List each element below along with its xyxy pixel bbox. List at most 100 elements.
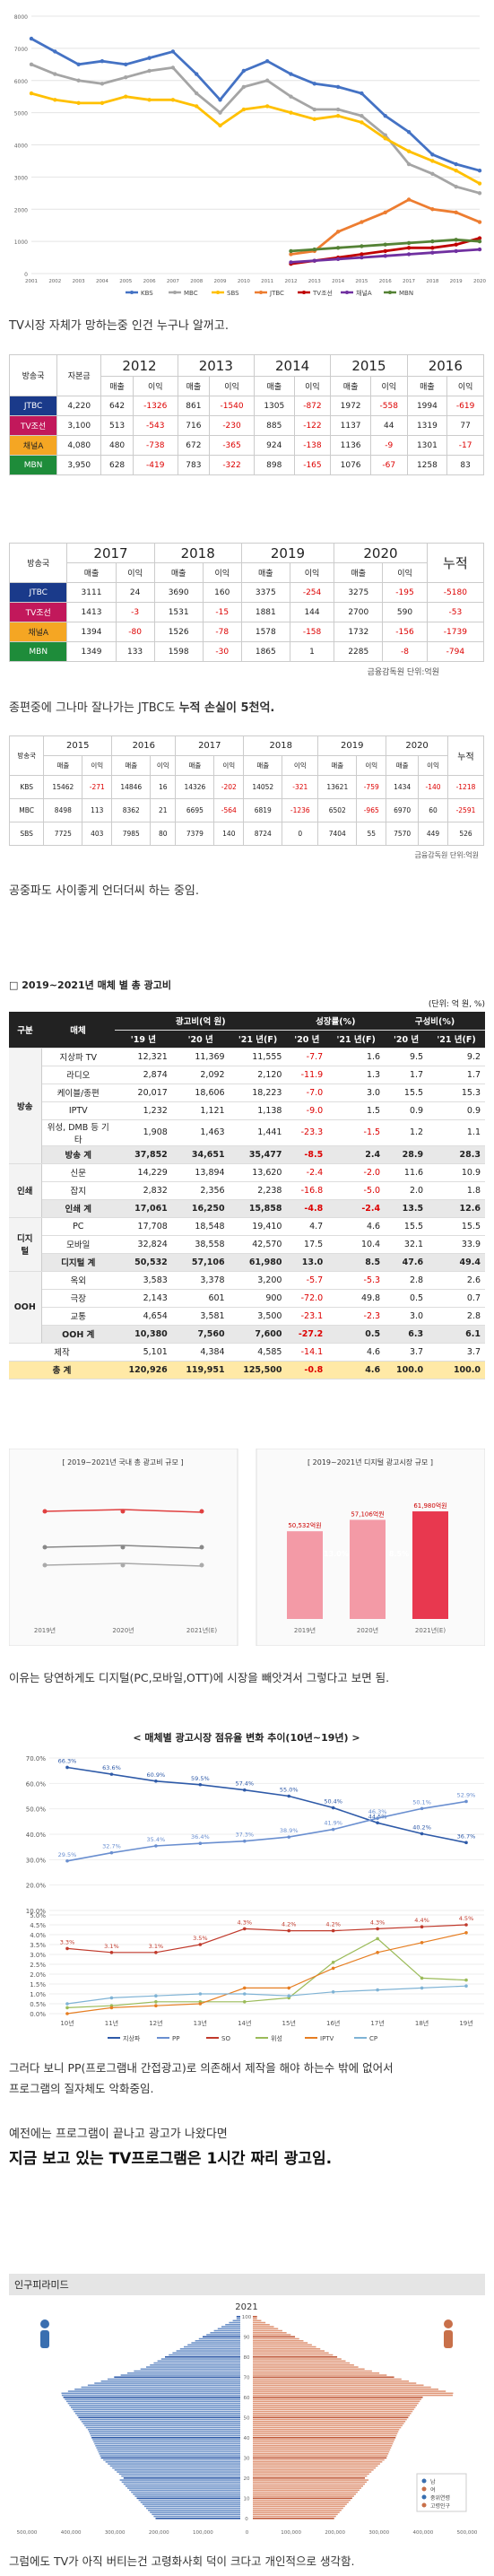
y-tick-label: 6000: [14, 79, 28, 85]
year-header: 2014: [253, 354, 332, 377]
female-bar: [253, 2495, 354, 2497]
male-bar: [74, 2410, 240, 2413]
table-cell: 900: [229, 1289, 287, 1308]
male-bar: [131, 2491, 240, 2493]
year-header: 누적: [426, 543, 485, 583]
data-point: [287, 1835, 291, 1839]
table-row: 교통 4,654 3,581 3,500 -23.1 -2.3 3.0 2.8: [9, 1307, 485, 1326]
group-label: OOH: [9, 1271, 42, 1344]
data-point: [331, 1827, 335, 1832]
female-bar: [253, 2398, 421, 2400]
female-bar: [253, 2431, 399, 2432]
legend-marker: [388, 291, 392, 294]
data-point: [242, 1788, 247, 1792]
data-point: [147, 56, 152, 60]
data-point: [430, 239, 435, 244]
female-bar: [253, 2441, 394, 2443]
table2-source: 금융감독원 단위:억원: [367, 668, 439, 677]
male-icon-body: [40, 2330, 49, 2348]
table-row: 방송 계 37,852 34,651 35,477 -8.5 2.4 28.9 28.3: [9, 1145, 485, 1164]
data-point: [312, 258, 316, 263]
series-line-4: [66, 1932, 467, 2015]
series-line-0: [66, 1766, 467, 1844]
table-cell: 4.6: [327, 1217, 386, 1236]
age-label: 40: [244, 2436, 250, 2441]
legend-marker: [259, 291, 263, 294]
sub-header: 이익: [382, 562, 428, 583]
male-bar: [146, 2366, 240, 2368]
x-tick-label: 300,000: [368, 2530, 389, 2536]
female-bar: [253, 2453, 389, 2455]
legend-label: 고령인구: [430, 2502, 451, 2510]
table-cell: -2591: [446, 798, 485, 822]
sub-header: 이익: [293, 376, 332, 396]
female-bar: [253, 2358, 342, 2360]
y-tick-label: 2000: [14, 207, 28, 213]
sub-header: 매출: [317, 755, 358, 776]
data-label: 37.3%: [235, 1832, 254, 1839]
table-cell: 3,950: [56, 455, 102, 475]
data-point: [383, 242, 387, 247]
table-cell: 0.9: [428, 1101, 485, 1120]
table-cell: 1,232: [115, 1101, 172, 1120]
female-bar: [253, 2329, 282, 2332]
data-label: 66.3%: [58, 1757, 77, 1764]
data-point: [154, 2000, 158, 2004]
sub-header: 매출: [111, 755, 152, 776]
female-bar: [253, 2337, 299, 2340]
male-bar: [138, 2499, 240, 2502]
female-bar: [253, 2434, 397, 2437]
year-header: 2015: [43, 735, 113, 756]
x-tick-label: 2003: [73, 279, 85, 284]
ad-table-unit: (단위: 억 원, %): [428, 1000, 485, 1009]
sub-header: 매출: [330, 376, 371, 396]
table-row: JTBC 4,220 642 -1326 861 -1540 1305 -872 1972 -55…: [8, 396, 484, 416]
data-point: [360, 255, 364, 260]
row-label: 제작: [9, 1343, 115, 1362]
female-bar: [253, 2463, 380, 2465]
table-cell: 17.5: [286, 1235, 328, 1254]
data-point: [264, 59, 270, 64]
data-point: [124, 94, 128, 99]
table-cell: 16,250: [171, 1199, 230, 1218]
y-tick-label: 8000: [14, 14, 28, 21]
table-cell: 513: [100, 415, 134, 436]
table-row: OOH 계 10,380 7,560 7,600 -27.2 0.5 6.3 6.1: [9, 1325, 485, 1344]
data-label: 3.5%: [193, 1935, 208, 1942]
female-bar: [253, 2360, 346, 2363]
table-cell: 15,858: [229, 1199, 287, 1218]
data-label: 32.7%: [102, 1843, 121, 1850]
table-row: 인쇄 계 17,061 16,250 15,858 -4.8 -2.4 13.5 12.6: [9, 1199, 485, 1218]
table-cell: -14.1: [286, 1343, 328, 1362]
table-cell: -321: [282, 775, 319, 799]
table-cell: -1540: [209, 396, 255, 416]
data-point: [454, 242, 458, 247]
table-cell: 6695: [175, 798, 215, 822]
header-cell: 구성비(%): [385, 1012, 485, 1031]
male-bar: [236, 2318, 240, 2319]
table-cell: 42,570: [229, 1235, 287, 1254]
female-bar: [253, 2397, 423, 2398]
x-tick-label: 2006: [143, 279, 156, 284]
y-tick-label: 0.5%: [30, 2001, 46, 2008]
male-bar: [96, 2447, 240, 2449]
data-point: [406, 252, 412, 257]
data-point: [195, 91, 199, 96]
table-cell: 20,017: [115, 1083, 172, 1102]
data-label: 57.4%: [235, 1780, 254, 1788]
digital-bar-label: 57,106억원: [351, 1510, 384, 1518]
table-row: JTBC 3111 24 3690 160 3375 -254 3275 -195 -5180: [8, 582, 485, 603]
growth-label: 8.5%: [389, 1550, 409, 1558]
sub-header: 매출: [66, 562, 117, 583]
data-point: [477, 181, 482, 186]
row-label: 총 계: [9, 1361, 115, 1379]
table-row: 위성, DMB 등 기타 1,908 1,463 1,441 -23.3 -1.5 1.2 1…: [9, 1119, 485, 1146]
table-cell: 3,500: [229, 1307, 287, 1326]
table-cell: 28.9: [385, 1145, 429, 1164]
data-point: [454, 161, 458, 167]
table-cell: -271: [82, 775, 113, 799]
y-tick-label: 7000: [14, 47, 28, 53]
data-point: [242, 1839, 247, 1843]
x-tick-label: 2007: [167, 279, 179, 284]
data-label: 3.3%: [60, 1938, 75, 1945]
